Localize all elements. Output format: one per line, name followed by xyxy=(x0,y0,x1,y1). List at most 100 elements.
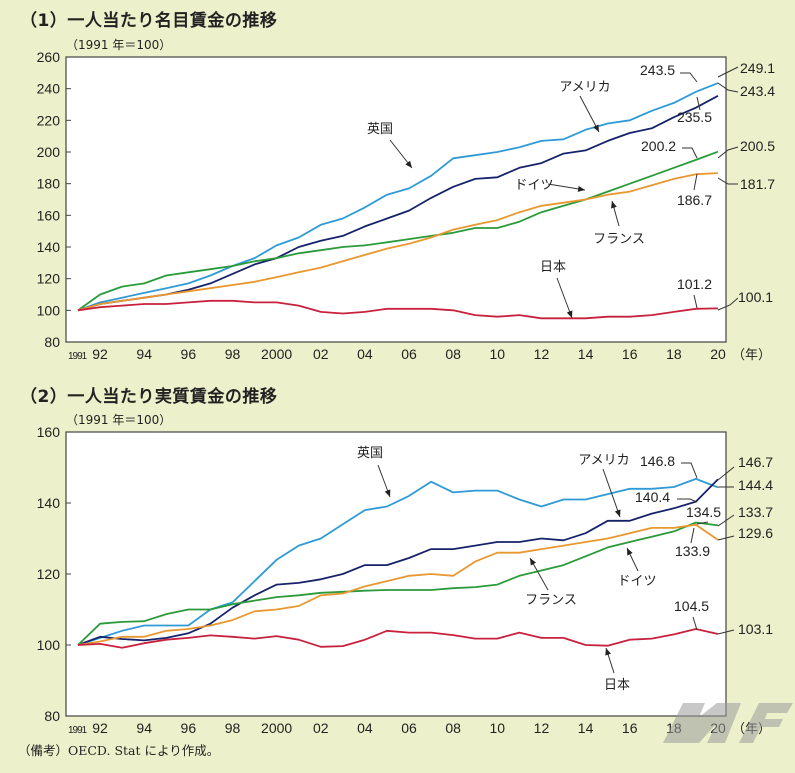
chart1-y-tick-label: 260 xyxy=(37,49,61,65)
chart1-annotation-leader xyxy=(693,173,698,191)
chart1-annotation-value: 200.5 xyxy=(740,138,775,154)
chart1-x-tick-label: 16 xyxy=(622,346,638,362)
chart2-x-tick-label: 98 xyxy=(225,720,241,736)
chart2-annotation-leader xyxy=(677,498,698,503)
chart2-x-tick-label: 04 xyxy=(357,720,373,736)
chart2-x-tick-label: 08 xyxy=(445,720,461,736)
chart1-y-tick-label: 160 xyxy=(37,207,61,223)
chart2-series-line-フランス xyxy=(77,523,719,646)
chart1-annotation-leader xyxy=(696,96,701,111)
chart2-x-tick-label: 96 xyxy=(181,720,197,736)
chart1-annotation-value: 200.2 xyxy=(641,138,676,154)
chart1-x-tick-label: 98 xyxy=(225,346,241,362)
chart2-x-tick-label: 16 xyxy=(622,720,638,736)
chart2-x-tick-label: 14 xyxy=(578,720,594,736)
chart1-x-tick-label: 10 xyxy=(490,346,506,362)
chart1-series-label-arrow xyxy=(556,277,573,319)
chart2-y-tick-label: 80 xyxy=(44,708,60,724)
chart1-y-tick-label: 200 xyxy=(37,144,61,160)
chart1-series-line-フランス xyxy=(77,172,719,312)
chart1-annotation-value: 235.5 xyxy=(677,109,712,125)
chart2-annotation-leader xyxy=(717,514,735,527)
chart1-series-label-arrow xyxy=(610,200,620,227)
chart2-y-tick-label: 120 xyxy=(37,566,61,582)
chart2-annotation-leader xyxy=(690,527,695,544)
chart1-annotation-value: 249.1 xyxy=(740,60,775,76)
chart1-annotation-leader xyxy=(693,294,698,309)
chart2-series-label-arrow xyxy=(602,468,621,518)
chart1-series-line-英国 xyxy=(77,82,719,312)
chart1-y-tick-label: 80 xyxy=(44,334,60,350)
chart1-series-label-arrow xyxy=(579,95,600,133)
chart1-x-tick-label: 2000 xyxy=(261,346,292,362)
chart1-annotation-leader xyxy=(680,72,698,83)
chart2-series-label: ドイツ xyxy=(617,574,656,589)
chart2-annotation-leader xyxy=(681,462,698,479)
chart1-series-label: フランス xyxy=(593,232,645,247)
chart1-y-tick-label: 140 xyxy=(37,239,61,255)
chart2-x-tick-label: 94 xyxy=(136,720,152,736)
chart2-series-label-arrow xyxy=(626,547,639,572)
chart1-y-tick-label: 100 xyxy=(37,302,61,318)
chart1-series-line-日本 xyxy=(77,299,719,320)
chart2-annotation-value: 133.9 xyxy=(675,543,710,559)
chart1-plot-area xyxy=(65,56,727,343)
chart2-annotation-value: 134.5 xyxy=(686,504,721,520)
chart2-x-tick-label: 02 xyxy=(313,720,329,736)
chart2-series-label-arrow xyxy=(529,557,549,591)
chart1-nominal-wage: 80 100 120 140 160 180 200 220 240 260 1991 92 94 96 9… xyxy=(37,49,776,363)
footnote: （備考）OECD. Stat により作成。 xyxy=(18,743,220,758)
chart2-annotation-value: 140.4 xyxy=(635,489,670,505)
chart1-y-tick-label: 120 xyxy=(37,271,61,287)
chart2-series-label: アメリカ xyxy=(578,453,629,468)
chart1-y-tick-label: 220 xyxy=(37,112,61,128)
chart2-annotation-leader xyxy=(692,616,698,631)
chart1-series-label-arrow xyxy=(389,139,413,169)
chart2-x-tick-label: 1991 xyxy=(68,725,88,736)
chart1-x-tick-label: 1991 xyxy=(68,351,88,362)
chart1-annotation-value: 181.7 xyxy=(740,176,775,192)
chart1-annotation-leader xyxy=(717,177,738,185)
chart2-unit-note: （1991 年＝100） xyxy=(66,413,172,427)
chart1-series-label: ドイツ xyxy=(514,178,553,193)
chart2-x-tick-label: 2000 xyxy=(261,720,292,736)
chart2-series-label: フランス xyxy=(525,593,577,608)
chart2-annotation-value: 104.5 xyxy=(674,598,709,614)
chart2-series-label: 日本 xyxy=(604,678,630,693)
chart1-x-tick-label: 14 xyxy=(578,346,594,362)
chart1-annotation-leader xyxy=(717,146,739,159)
chart1-x-tick-label: 12 xyxy=(534,346,550,362)
chart2-annotation-leader xyxy=(696,521,709,525)
chart2-series-line-日本 xyxy=(77,628,719,649)
chart2-title: （2）一人当たり実質賃金の推移 xyxy=(20,387,278,407)
chart1-x-tick-label: 04 xyxy=(357,346,373,362)
chart1-series-label-arrow xyxy=(547,183,586,192)
chart1-annotation-value: 243.4 xyxy=(740,83,775,99)
chart1-unit-note: （1991 年＝100） xyxy=(66,38,172,52)
chart1-annotation-leader xyxy=(717,66,739,78)
chart1-x-tick-label: 92 xyxy=(92,346,108,362)
chart2-annotation-value: 129.6 xyxy=(738,525,773,541)
chart2-plot-area xyxy=(65,431,727,717)
chart2-x-tick-label: 92 xyxy=(92,720,108,736)
chart1-x-tick-label: 08 xyxy=(445,346,461,362)
chart2-annotation-value: 144.4 xyxy=(738,477,773,493)
chart1-x-tick-label: 96 xyxy=(181,346,197,362)
chart1-series-label: 日本 xyxy=(540,260,566,275)
chart1-y-tick-label: 180 xyxy=(37,176,61,192)
chart1-annotation-leader xyxy=(682,147,698,159)
chart2-annotation-value: 146.7 xyxy=(738,454,773,470)
chart1-x-axis-unit: （年） xyxy=(732,348,771,363)
chart2-annotation-leader xyxy=(717,629,735,635)
chart2-annotation-value: 146.8 xyxy=(640,453,675,469)
chart2-y-tick-label: 100 xyxy=(37,637,61,653)
chart2-annotation-leader xyxy=(717,535,735,541)
chart1-y-tick-label: 240 xyxy=(37,81,61,97)
chart1-x-tick-label: 20 xyxy=(710,346,726,362)
chart2-annotation-value: 103.1 xyxy=(738,621,773,637)
chart2-y-tick-label: 160 xyxy=(37,424,61,440)
chart2-series-line-ドイツ xyxy=(77,521,719,646)
chart1-annotation-value: 100.1 xyxy=(738,289,773,305)
chart2-x-tick-label: 10 xyxy=(490,720,506,736)
